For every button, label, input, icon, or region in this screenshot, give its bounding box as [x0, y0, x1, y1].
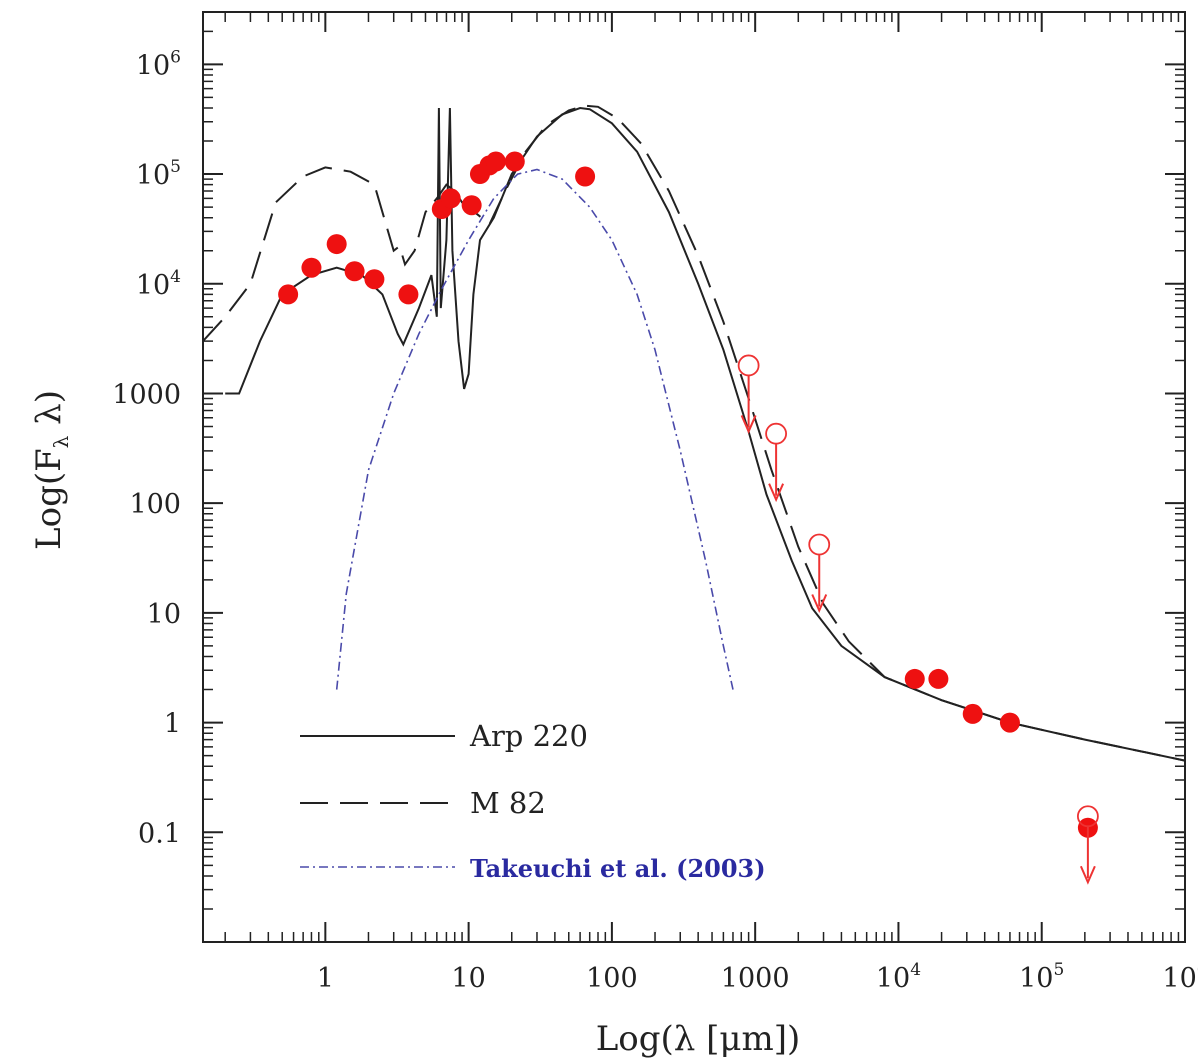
- tick-labels: 1 10 100 1000 104 105 106 0.1 1 10 100 1000 104 105 10…: [112, 47, 1198, 994]
- upper-limit-arrow-head: [740, 415, 757, 434]
- x-tick-label: 1: [317, 963, 334, 994]
- upper-limit-marker: [737, 354, 760, 434]
- plot-frame: [202, 11, 1186, 943]
- data-points: [278, 151, 1099, 885]
- data-point: [440, 188, 461, 209]
- data-point: [461, 195, 482, 216]
- series-line-3: [335, 168, 734, 690]
- series-lines: [203, 104, 1185, 762]
- upper-limit-arrow-head: [811, 594, 828, 613]
- ticks: [203, 11, 1186, 943]
- legend-label-1: Arp 220: [469, 719, 588, 753]
- x-tick-label: 105: [1019, 960, 1064, 994]
- data-point: [928, 668, 949, 689]
- data-point: [278, 284, 299, 305]
- data-point: [344, 261, 365, 282]
- legend: Arp 220 M 82 Takeuchi et al. (2003): [300, 719, 766, 883]
- upper-limit-circle: [737, 354, 760, 377]
- upper-limit-marker: [1076, 805, 1099, 885]
- y-tick-label: 105: [136, 157, 181, 191]
- y-tick-label: 0.1: [138, 818, 181, 849]
- upper-limit-arrow-head: [768, 483, 785, 503]
- major-ticks: [203, 12, 1186, 943]
- upper-limit-marker: [808, 533, 831, 613]
- data-point: [301, 257, 322, 278]
- data-point: [364, 269, 385, 290]
- data-point: [575, 166, 596, 187]
- y-tick-label: 10: [147, 599, 181, 630]
- upper-limit-marker: [765, 422, 788, 503]
- data-point: [485, 151, 506, 172]
- x-tick-label: 100: [586, 963, 638, 994]
- legend-label-3: Takeuchi et al. (2003): [470, 854, 766, 883]
- x-tick-label: 10: [451, 963, 485, 994]
- y-axis-title: Log(Fλ λ): [29, 390, 73, 550]
- y-tick-label: 100: [129, 489, 181, 520]
- data-point: [398, 284, 419, 305]
- y-tick-label: 1: [164, 709, 181, 740]
- series-line-1: [225, 106, 1185, 762]
- x-tick-label: 104: [876, 960, 921, 994]
- x-tick-label: 1000: [721, 963, 790, 994]
- data-point: [999, 712, 1020, 733]
- axes: [202, 11, 1186, 943]
- y-tick-label: 106: [136, 47, 181, 81]
- data-point: [962, 703, 983, 724]
- x-axis-title: Log(λ [μm]): [596, 1019, 801, 1059]
- upper-limit-circle: [765, 422, 788, 445]
- legend-label-2: M 82: [470, 786, 546, 820]
- x-tick-label: 106: [1162, 960, 1198, 994]
- minor-ticks: [203, 11, 1185, 942]
- upper-limit-circle: [808, 533, 831, 556]
- data-point: [904, 668, 925, 689]
- upper-limit-arrow-head: [1079, 865, 1096, 885]
- data-point: [326, 234, 347, 255]
- data-point: [504, 151, 525, 172]
- y-tick-label: 1000: [112, 379, 181, 410]
- series-line-2: [203, 104, 1185, 762]
- y-tick-label: 104: [136, 267, 181, 301]
